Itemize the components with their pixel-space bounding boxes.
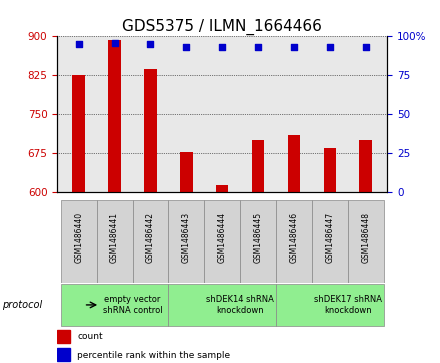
FancyBboxPatch shape xyxy=(276,200,312,283)
FancyBboxPatch shape xyxy=(348,200,384,283)
Title: GDS5375 / ILMN_1664466: GDS5375 / ILMN_1664466 xyxy=(122,19,322,35)
FancyBboxPatch shape xyxy=(61,200,97,283)
FancyBboxPatch shape xyxy=(204,200,240,283)
FancyBboxPatch shape xyxy=(240,200,276,283)
Bar xyxy=(359,140,372,192)
FancyBboxPatch shape xyxy=(312,200,348,283)
Text: count: count xyxy=(77,333,103,341)
Bar xyxy=(57,348,70,361)
Bar xyxy=(108,40,121,192)
Point xyxy=(362,44,369,50)
Point xyxy=(219,44,226,50)
Bar xyxy=(252,140,264,192)
FancyBboxPatch shape xyxy=(276,284,384,326)
Text: shDEK14 shRNA
knockdown: shDEK14 shRNA knockdown xyxy=(206,295,274,315)
Text: protocol: protocol xyxy=(2,300,42,310)
Point xyxy=(290,44,297,50)
Text: GSM1486448: GSM1486448 xyxy=(361,212,370,263)
Point xyxy=(111,40,118,45)
Text: GSM1486445: GSM1486445 xyxy=(253,212,263,263)
Text: GSM1486442: GSM1486442 xyxy=(146,212,155,263)
Point xyxy=(75,41,82,47)
Text: percentile rank within the sample: percentile rank within the sample xyxy=(77,351,230,359)
Bar xyxy=(288,135,300,192)
FancyBboxPatch shape xyxy=(132,200,169,283)
Point xyxy=(147,41,154,47)
FancyBboxPatch shape xyxy=(61,284,169,326)
FancyBboxPatch shape xyxy=(169,284,276,326)
Text: GSM1486444: GSM1486444 xyxy=(218,212,227,263)
Text: empty vector
shRNA control: empty vector shRNA control xyxy=(103,295,162,315)
Bar xyxy=(57,330,70,343)
Bar xyxy=(216,185,228,192)
Text: GSM1486447: GSM1486447 xyxy=(325,212,334,263)
Bar xyxy=(323,148,336,192)
Point xyxy=(255,44,262,50)
Text: shDEK17 shRNA
knockdown: shDEK17 shRNA knockdown xyxy=(314,295,382,315)
Point xyxy=(183,44,190,50)
Text: GSM1486441: GSM1486441 xyxy=(110,212,119,263)
Text: GSM1486440: GSM1486440 xyxy=(74,212,83,263)
Bar xyxy=(180,152,193,192)
Bar xyxy=(144,69,157,192)
Point xyxy=(326,44,334,50)
FancyBboxPatch shape xyxy=(97,200,132,283)
Text: GSM1486446: GSM1486446 xyxy=(290,212,298,263)
Bar xyxy=(73,75,85,192)
FancyBboxPatch shape xyxy=(169,200,204,283)
Text: GSM1486443: GSM1486443 xyxy=(182,212,191,263)
